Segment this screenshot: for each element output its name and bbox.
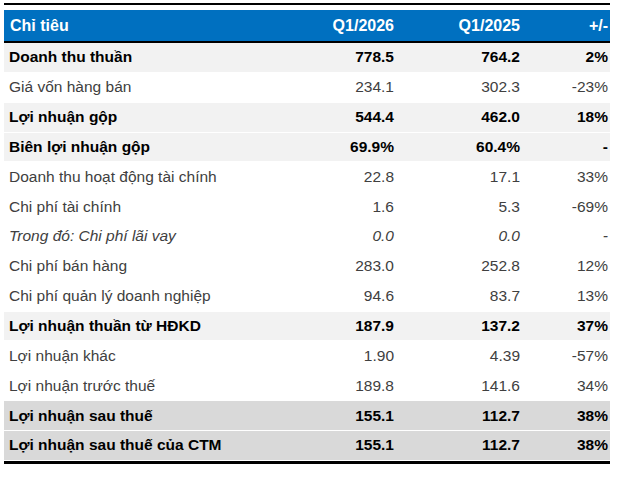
row-change-pct: 38% (520, 407, 610, 425)
row-label: Chi phí bán hàng (4, 257, 254, 275)
header-criteria: Chỉ tiêu (4, 17, 254, 35)
row-value-q1-2025: 0.0 (394, 227, 520, 245)
row-value-q1-2026: 0.0 (254, 227, 394, 245)
table-row: Doanh thu thuần 778.5 764.2 2% (4, 43, 610, 73)
table-row: Lợi nhuận gộp 544.4 462.0 18% (4, 103, 610, 133)
row-label: Trong đó: Chi phí lãi vay (4, 227, 254, 245)
financial-results-table: Chỉ tiêu Q1/2026 Q1/2025 +/- Doanh thu t… (4, 3, 610, 464)
row-value-q1-2026: 1.6 (254, 198, 394, 216)
row-label: Biên lợi nhuận gộp (4, 138, 254, 156)
table-row: Lợi nhuận sau thuế 155.1 112.7 38% (4, 401, 610, 431)
table-row: Giá vốn hàng bán 234.1 302.3 -23% (4, 73, 610, 103)
row-value-q1-2026: 94.6 (254, 287, 394, 305)
row-value-q1-2026: 189.8 (254, 377, 394, 395)
row-value-q1-2026: 187.9 (254, 317, 394, 335)
row-value-q1-2026: 22.8 (254, 168, 394, 186)
row-value-q1-2025: 137.2 (394, 317, 520, 335)
table-row: Chi phí quản lý doanh nghiệp 94.6 83.7 1… (4, 282, 610, 312)
row-change-pct: 18% (520, 108, 610, 126)
row-value-q1-2026: 155.1 (254, 436, 394, 454)
table-row: Lợi nhuận thuần từ HĐKD 187.9 137.2 37% (4, 312, 610, 342)
row-change-pct: -69% (520, 198, 610, 216)
row-label: Giá vốn hàng bán (4, 78, 254, 96)
row-value-q1-2025: 764.2 (394, 48, 520, 66)
header-change: +/- (520, 17, 610, 35)
row-value-q1-2025: 83.7 (394, 287, 520, 305)
header-q1-2026: Q1/2026 (254, 17, 394, 35)
row-value-q1-2026: 1.90 (254, 347, 394, 365)
row-value-q1-2025: 302.3 (394, 78, 520, 96)
row-label: Lợi nhuận khác (4, 347, 254, 365)
table-bottom-rule (4, 461, 610, 464)
row-change-pct: 33% (520, 168, 610, 186)
row-value-q1-2025: 112.7 (394, 407, 520, 425)
table-body: Doanh thu thuần 778.5 764.2 2% Giá vốn h… (4, 43, 610, 461)
row-change-pct: 13% (520, 287, 610, 305)
row-label: Doanh thu hoạt động tài chính (4, 168, 254, 186)
row-label: Doanh thu thuần (4, 48, 254, 66)
table-row: Trong đó: Chi phí lãi vay 0.0 0.0 - (4, 222, 610, 252)
row-value-q1-2025: 60.4% (394, 138, 520, 156)
table-row: Lợi nhuận sau thuế của CTM 155.1 112.7 3… (4, 431, 610, 461)
row-value-q1-2026: 283.0 (254, 257, 394, 275)
row-change-pct: 2% (520, 48, 610, 66)
row-value-q1-2025: 4.39 (394, 347, 520, 365)
row-value-q1-2025: 141.6 (394, 377, 520, 395)
row-label: Chi phí tài chính (4, 198, 254, 216)
row-label: Lợi nhuận sau thuế (4, 407, 254, 425)
row-change-pct: - (520, 227, 610, 245)
row-label: Lợi nhuận trước thuế (4, 377, 254, 395)
table-top-rule (4, 3, 610, 5)
row-change-pct: 38% (520, 436, 610, 454)
row-change-pct: -57% (520, 347, 610, 365)
table-row: Biên lợi nhuận gộp 69.9% 60.4% - (4, 133, 610, 163)
row-value-q1-2026: 69.9% (254, 138, 394, 156)
row-value-q1-2025: 252.8 (394, 257, 520, 275)
table-row: Doanh thu hoạt động tài chính 22.8 17.1 … (4, 162, 610, 192)
row-value-q1-2026: 234.1 (254, 78, 394, 96)
row-value-q1-2025: 17.1 (394, 168, 520, 186)
row-label: Lợi nhuận gộp (4, 108, 254, 126)
header-q1-2025: Q1/2025 (394, 17, 520, 35)
row-value-q1-2026: 544.4 (254, 108, 394, 126)
row-value-q1-2026: 155.1 (254, 407, 394, 425)
row-change-pct: 37% (520, 317, 610, 335)
row-change-pct: 12% (520, 257, 610, 275)
row-change-pct: - (520, 138, 610, 156)
table-row: Chi phí bán hàng 283.0 252.8 12% (4, 252, 610, 282)
table-row: Chi phí tài chính 1.6 5.3 -69% (4, 192, 610, 222)
table-header-row: Chỉ tiêu Q1/2026 Q1/2025 +/- (4, 10, 610, 43)
row-value-q1-2026: 778.5 (254, 48, 394, 66)
row-label: Chi phí quản lý doanh nghiệp (4, 287, 254, 305)
row-label: Lợi nhuận thuần từ HĐKD (4, 317, 254, 335)
row-value-q1-2025: 5.3 (394, 198, 520, 216)
table-row: Lợi nhuận trước thuế 189.8 141.6 34% (4, 371, 610, 401)
row-value-q1-2025: 112.7 (394, 436, 520, 454)
row-change-pct: 34% (520, 377, 610, 395)
table-row: Lợi nhuận khác 1.90 4.39 -57% (4, 341, 610, 371)
row-label: Lợi nhuận sau thuế của CTM (4, 436, 254, 454)
row-value-q1-2025: 462.0 (394, 108, 520, 126)
row-change-pct: -23% (520, 78, 610, 96)
